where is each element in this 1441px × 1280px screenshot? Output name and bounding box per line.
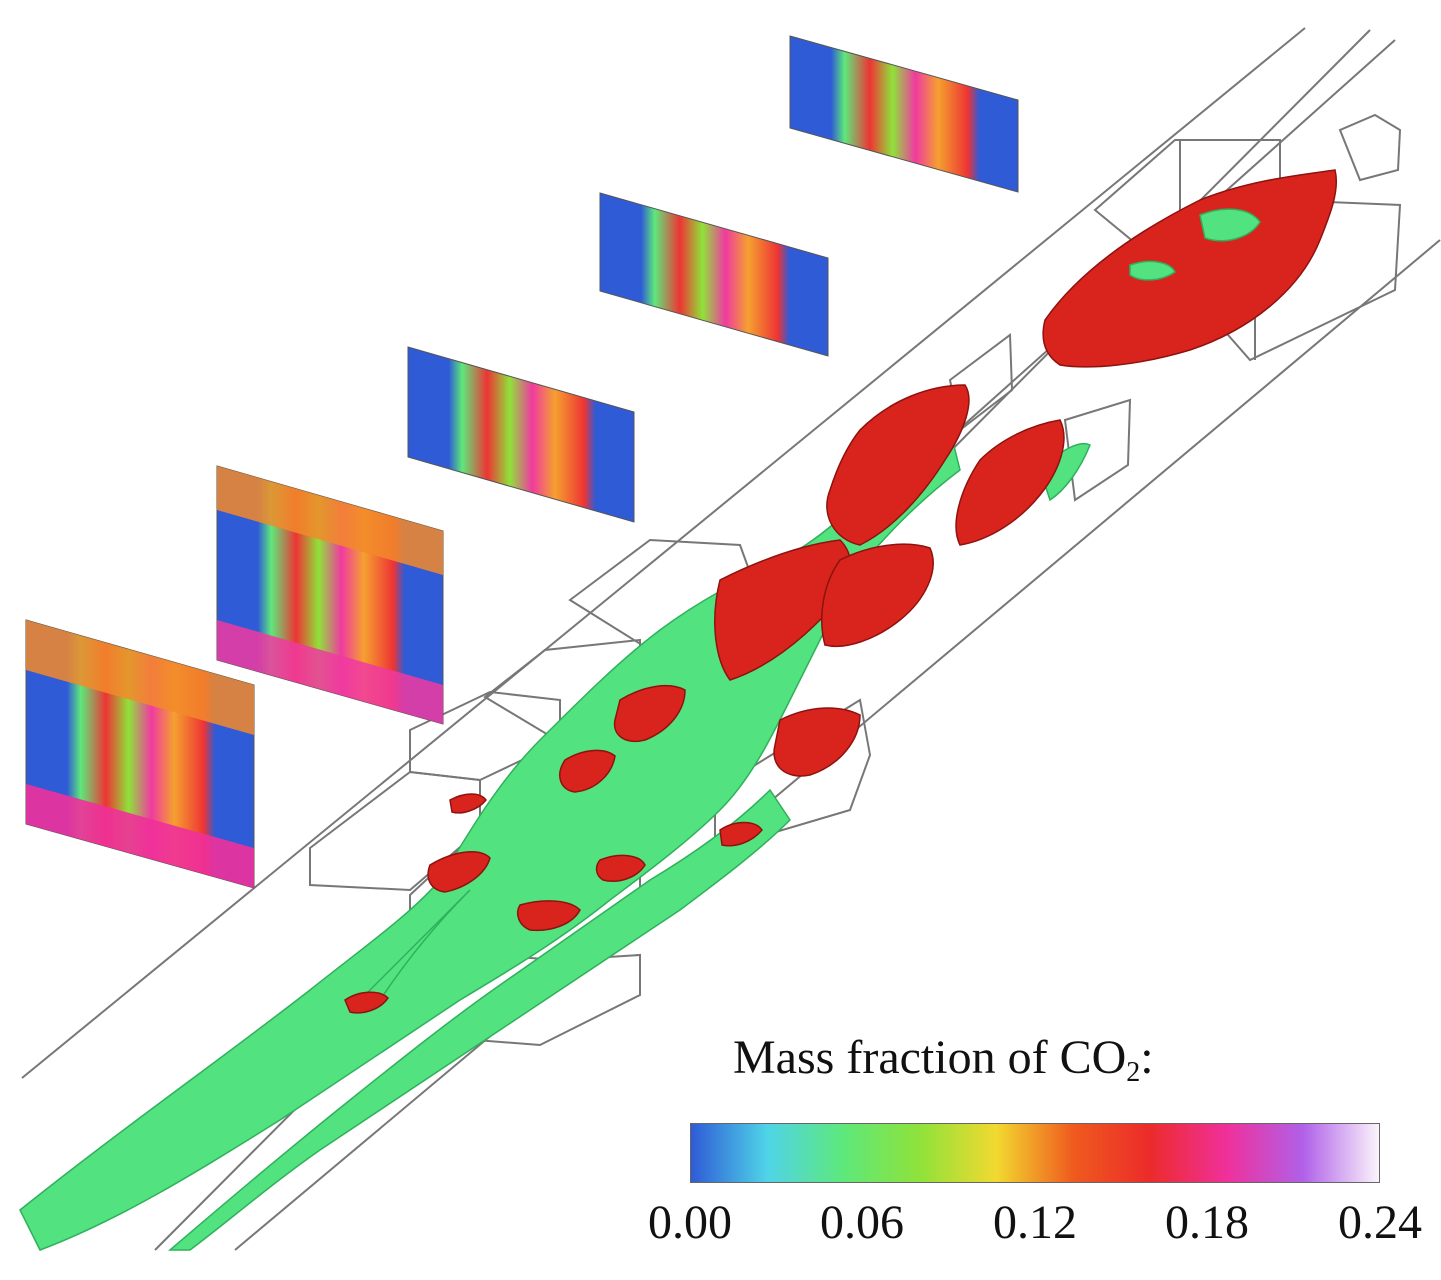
colorbar-tick-0: 0.00	[648, 1196, 732, 1249]
slice-4	[216, 465, 444, 725]
slice-3	[407, 346, 635, 523]
legend-title-suffix: :	[1140, 1031, 1154, 1084]
colorbar	[690, 1123, 1380, 1183]
slice-5	[25, 619, 255, 889]
colorbar-tick-3: 0.18	[1165, 1196, 1249, 1249]
legend-title: Mass fraction of CO2:	[733, 1028, 1154, 1103]
colorbar-tick-2: 0.12	[993, 1196, 1077, 1249]
legend-title-text: Mass fraction of CO	[733, 1031, 1127, 1084]
slice-2	[599, 192, 829, 357]
contour-slices	[25, 35, 1019, 889]
colorbar-tick-1: 0.06	[820, 1196, 904, 1249]
colorbar-tick-4: 0.24	[1338, 1196, 1422, 1249]
flame-isosurface	[344, 169, 1338, 1014]
slice-1	[789, 35, 1019, 193]
legend-title-subscript: 2	[1126, 1057, 1141, 1088]
